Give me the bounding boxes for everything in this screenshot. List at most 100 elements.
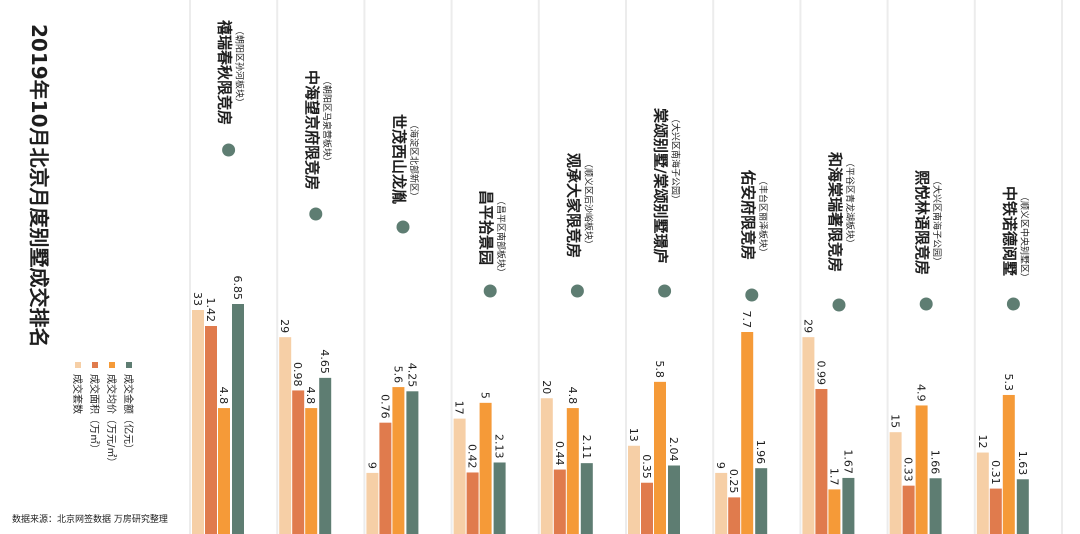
legend-label-amount: 成交金额（亿元） xyxy=(122,374,135,454)
data-source-note: 数据来源：北京网签数据 万房研究整理 xyxy=(12,513,168,525)
project-column: 中铁诺德阅墅 （顺义区中央别墅区） 120.31 5.3 1.63 xyxy=(976,186,1030,534)
project-marker-dot xyxy=(919,297,933,311)
bar-value-label-amount: 2.11 xyxy=(580,435,593,460)
project-district: （丰台区丽泽板块） xyxy=(757,176,769,257)
bar-value-label-area: 0.44 xyxy=(553,441,566,466)
chart-title: 2019年10月北京月度别墅成交排名 xyxy=(27,24,51,348)
project-marker-dot xyxy=(1006,297,1020,311)
project-name: 禧瑞春秋限竞房 xyxy=(216,20,234,125)
bar-price xyxy=(915,405,928,534)
bar-value-label-count: 29 xyxy=(278,319,291,333)
bar-value-label-count: 33 xyxy=(191,292,204,306)
column-divider xyxy=(1061,0,1063,534)
project-name: 佑安府限竞房 xyxy=(739,169,757,260)
bar-value-label-area: 0.35 xyxy=(640,454,653,479)
project-column: 昌平拾景园 （昌平区南部板块） 17 0.42 5 2.13 xyxy=(453,190,507,534)
bar-price xyxy=(654,381,666,534)
bar-area xyxy=(989,488,1002,534)
bar-value-label-price: 5.3 xyxy=(1002,373,1015,391)
bar-value-label-count: 29 xyxy=(801,319,814,333)
bar-area xyxy=(815,388,828,534)
legend-label-price: 成交均价（万元/㎡） xyxy=(105,374,118,467)
column-divider xyxy=(276,0,279,534)
project-marker-dot xyxy=(222,143,236,157)
project-name: 世茂西山龙胤 xyxy=(390,114,408,204)
bar-count xyxy=(802,337,815,534)
bar-value-label-area: 0.25 xyxy=(727,469,740,494)
bar-area xyxy=(902,485,915,534)
bar-area xyxy=(728,497,741,534)
legend-swatch-area xyxy=(92,362,98,368)
project-column: 世茂西山龙胤 （海淀区北部新区） 9 0.765.6 4.25 xyxy=(365,114,420,534)
project-marker-dot xyxy=(309,207,323,221)
bar-amount xyxy=(232,304,244,534)
bar-value-label-count: 20 xyxy=(540,380,553,394)
bar-count xyxy=(192,310,204,534)
bar-amount xyxy=(668,465,680,534)
project-district: （朝阳区马泉营板块） xyxy=(321,76,333,166)
project-district: （昌平区南部板块） xyxy=(495,196,507,277)
column-divider xyxy=(886,0,889,534)
bar-price xyxy=(828,489,841,534)
project-name: 观承大家限竞房 xyxy=(564,153,582,258)
bar-count xyxy=(366,472,379,534)
bar-value-label-price: 4.8 xyxy=(304,387,317,405)
bar-count xyxy=(279,337,292,534)
bar-value-label-count: 17 xyxy=(453,401,466,415)
bar-value-label-price: 7.7 xyxy=(740,311,753,329)
bar-area xyxy=(292,390,305,534)
bar-amount xyxy=(406,391,419,534)
legend-swatch-amount xyxy=(126,362,132,368)
bar-area xyxy=(641,482,653,534)
bar-value-label-amount: 1.96 xyxy=(754,440,767,465)
column-dividers xyxy=(189,0,1063,534)
bar-amount xyxy=(580,463,593,534)
bar-value-label-area: 1.42 xyxy=(204,298,217,323)
project-marker-dot xyxy=(832,298,846,312)
bar-price xyxy=(392,387,405,534)
project-marker-dot xyxy=(745,288,759,302)
bar-value-label-price: 1.7 xyxy=(827,468,840,486)
bar-value-label-count: 9 xyxy=(365,462,378,469)
bar-value-label-amount: 2.04 xyxy=(667,437,680,462)
bar-value-label-amount: 2.13 xyxy=(493,434,506,459)
project-marker-dot xyxy=(570,284,584,298)
bar-value-label-price: 5 xyxy=(479,392,492,399)
legend-swatch-count xyxy=(75,362,81,368)
column-divider xyxy=(450,0,453,534)
column-divider xyxy=(363,0,366,534)
bar-count xyxy=(889,432,902,534)
column-divider xyxy=(973,0,976,534)
project-district: （大兴区南海子公园） xyxy=(931,176,943,266)
bar-count xyxy=(453,418,466,534)
bar-value-label-area: 0.99 xyxy=(814,360,827,385)
bar-amount xyxy=(319,377,332,534)
project-name: 熙悦林语限竞房 xyxy=(913,170,931,275)
bar-amount xyxy=(929,478,942,534)
bar-count xyxy=(976,452,989,534)
bar-value-label-price: 4.8 xyxy=(217,387,230,405)
project-column: 禧瑞春秋限竞房 （朝阳区孙河板块） 33 1.42 4.8 6.85 xyxy=(191,20,246,534)
project-column: 和海棠瑞著限竞房 （平谷区青龙湖板块） 29 0.99 1.71.67 xyxy=(801,152,856,534)
bar-count xyxy=(715,472,728,534)
bar-value-label-area: 0.31 xyxy=(989,460,1002,485)
bar-area xyxy=(379,422,392,534)
bar-value-label-price: 4.9 xyxy=(915,384,928,402)
bar-price xyxy=(479,402,492,534)
bar-value-label-count: 9 xyxy=(714,462,727,469)
bar-value-label-area: 0.76 xyxy=(378,394,391,419)
legend-label-count: 成交套数 xyxy=(71,374,84,414)
bar-area xyxy=(205,326,217,534)
bar-value-label-amount: 1.63 xyxy=(1016,451,1029,476)
bar-value-label-amount: 1.66 xyxy=(929,450,942,475)
bar-value-label-amount: 4.25 xyxy=(405,363,418,388)
bar-count xyxy=(540,398,553,534)
bar-amount xyxy=(842,477,855,534)
project-district: （海淀区北部新区） xyxy=(408,120,420,201)
bar-value-label-price: 5.8 xyxy=(653,360,666,378)
bar-area xyxy=(553,469,566,534)
bar-value-label-price: 5.6 xyxy=(391,366,404,384)
bar-value-label-amount: 4.65 xyxy=(318,349,331,374)
project-district: （大兴区南海子公园） xyxy=(670,114,682,204)
